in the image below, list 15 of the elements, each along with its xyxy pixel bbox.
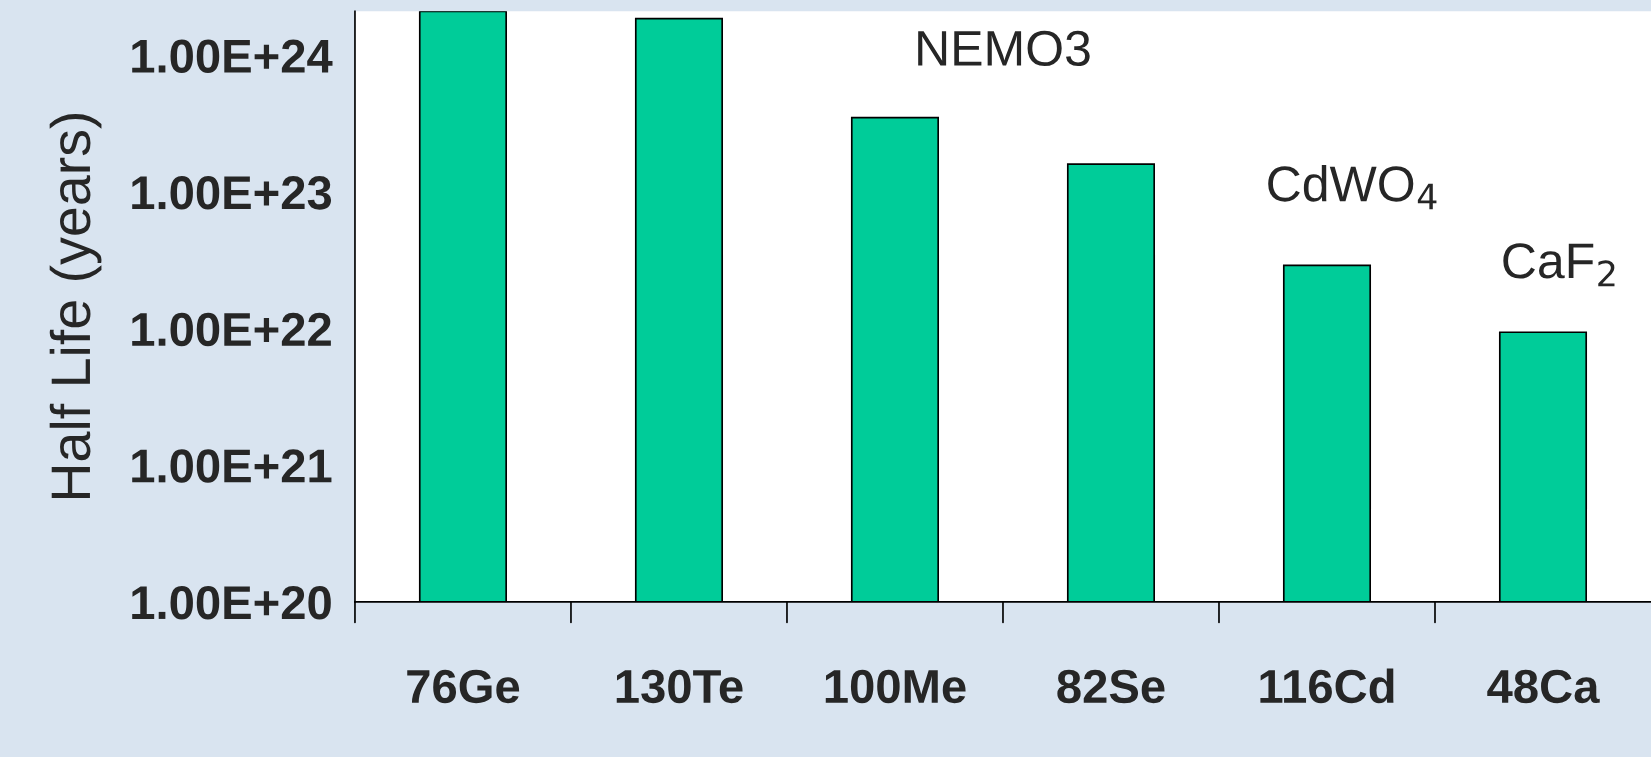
annotation: NEMO3 xyxy=(918,30,1090,67)
y-tick-label: 1.00E+20 xyxy=(132,585,331,620)
x-tick-label: 82Se xyxy=(1057,669,1165,704)
x-tick-label: 76Ge xyxy=(407,669,520,704)
annotation: CaF$_{2}$ xyxy=(1503,243,1615,287)
y-axis-title: Half Life (years) xyxy=(49,113,102,499)
annotation: CdWO$_{4}$ xyxy=(1268,164,1437,210)
x-tick-label: 130Te xyxy=(616,669,743,704)
y-tick-label: 1.00E+23 xyxy=(132,176,332,210)
y-tick-label: 1.00E+24 xyxy=(132,39,333,73)
x-tick-label: 100Me xyxy=(825,669,966,704)
y-tick-label: 1.00E+21 xyxy=(132,449,332,483)
x-tick-label: 116Cd xyxy=(1260,668,1394,704)
x-tick-label: 48Ca xyxy=(1487,669,1600,704)
y-tick-label: 1.00E+22 xyxy=(132,312,331,347)
